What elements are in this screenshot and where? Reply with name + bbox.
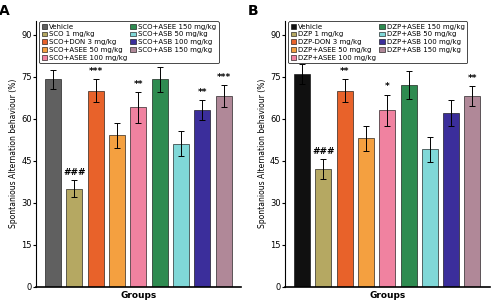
Bar bbox=[152, 79, 168, 287]
Bar bbox=[88, 91, 104, 287]
Bar bbox=[66, 188, 82, 287]
Text: **: ** bbox=[468, 74, 477, 83]
Bar bbox=[173, 144, 189, 287]
Text: *: * bbox=[385, 82, 390, 92]
Bar bbox=[194, 110, 210, 287]
Text: **: ** bbox=[134, 80, 143, 88]
Bar bbox=[400, 85, 416, 287]
Bar bbox=[358, 138, 374, 287]
Text: **: ** bbox=[340, 67, 349, 76]
Legend: Vehicle, SCO 1 mg/kg, SCO+DON 3 mg/kg, SCO+ASEE 50 mg/kg, SCO+ASEE 100 mg/kg, SC: Vehicle, SCO 1 mg/kg, SCO+DON 3 mg/kg, S… bbox=[40, 21, 218, 63]
X-axis label: Groups: Groups bbox=[369, 291, 406, 300]
Text: ###: ### bbox=[63, 168, 86, 177]
Bar bbox=[336, 91, 352, 287]
Text: ***: *** bbox=[152, 54, 167, 63]
Y-axis label: Spontanious Alternation behaviour (%): Spontanious Alternation behaviour (%) bbox=[258, 79, 267, 228]
Text: B: B bbox=[248, 4, 258, 18]
Y-axis label: Spontanious Alternation behaviour (%): Spontanious Alternation behaviour (%) bbox=[10, 79, 18, 228]
Bar bbox=[316, 169, 332, 287]
Bar bbox=[294, 74, 310, 287]
Bar bbox=[464, 96, 480, 287]
Bar bbox=[45, 79, 61, 287]
Bar bbox=[130, 107, 146, 287]
Text: ***: *** bbox=[402, 59, 415, 67]
Legend: Vehicle, DZP 1 mg/kg, DZP-DON 3 mg/kg, DZP+ASEE 50 mg/kg, DZP+ASEE 100 mg/kg, DZ: Vehicle, DZP 1 mg/kg, DZP-DON 3 mg/kg, D… bbox=[288, 21, 467, 63]
Text: ###: ### bbox=[312, 147, 334, 156]
Bar bbox=[109, 135, 125, 287]
Bar bbox=[379, 110, 395, 287]
Bar bbox=[422, 149, 438, 287]
Bar bbox=[216, 96, 232, 287]
Text: ***: *** bbox=[216, 73, 230, 81]
Text: ***: *** bbox=[88, 67, 103, 76]
Text: A: A bbox=[0, 4, 10, 18]
Bar bbox=[443, 113, 459, 287]
X-axis label: Groups: Groups bbox=[120, 291, 156, 300]
Text: **: ** bbox=[198, 88, 207, 97]
